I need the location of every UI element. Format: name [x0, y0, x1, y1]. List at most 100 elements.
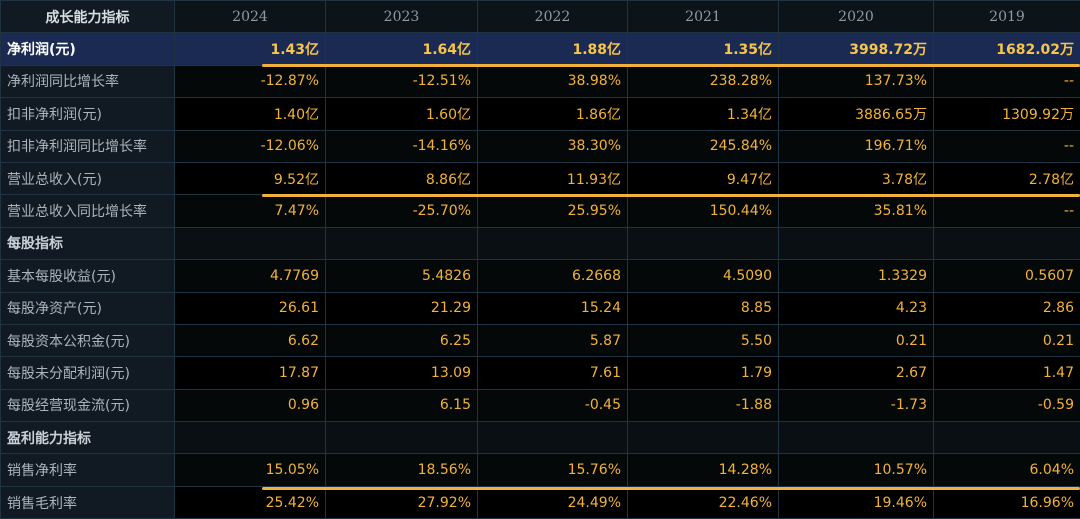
cell-value: 7.47% — [174, 194, 326, 228]
table-row[interactable]: 每股资本公积金(元) 6.62 6.25 5.87 5.50 0.21 0.21 — [0, 323, 1080, 358]
empty-cell — [477, 226, 628, 261]
cell-value: -- — [933, 129, 1080, 163]
year-header[interactable]: 2020 — [778, 0, 934, 34]
row-label: 净利润同比增长率 — [0, 64, 175, 99]
cell-value: 26.61 — [174, 291, 326, 325]
table-row[interactable]: 销售毛利率 25.42% 27.92% 24.49% 22.46% 19.46%… — [0, 485, 1080, 519]
year-header[interactable]: 2024 — [174, 0, 326, 34]
cell-value: -0.59 — [933, 388, 1080, 423]
year-header[interactable]: 2023 — [325, 0, 478, 34]
cell-value: 6.04% — [933, 453, 1080, 487]
cell-value: 1.47 — [933, 356, 1080, 390]
cell-value: -1.73 — [778, 388, 934, 423]
cell-value: 0.21 — [933, 323, 1080, 358]
cell-value: -- — [933, 64, 1080, 99]
table-header-row: 成长能力指标 2024 2023 2022 2021 2020 2019 — [0, 0, 1080, 34]
empty-cell — [627, 421, 779, 455]
table-row[interactable]: 净利润同比增长率 -12.87% -12.51% 38.98% 238.28% … — [0, 64, 1080, 99]
cell-value: 4.7769 — [174, 259, 326, 293]
row-label: 扣非净利润(元) — [0, 97, 175, 131]
cell-value: 8.86亿 — [325, 161, 478, 196]
row-label: 净利润(元) — [0, 32, 175, 66]
cell-value: 22.46% — [627, 485, 779, 519]
highlight-underline — [262, 487, 1080, 490]
table-row[interactable]: 营业总收入同比增长率 7.47% -25.70% 25.95% 150.44% … — [0, 194, 1080, 228]
year-header[interactable]: 2022 — [477, 0, 628, 34]
cell-value: 0.5607 — [933, 259, 1080, 293]
year-header[interactable]: 2021 — [627, 0, 779, 34]
cell-value: 13.09 — [325, 356, 478, 390]
table-row-revenue[interactable]: 营业总收入(元) 9.52亿 8.86亿 11.93亿 9.47亿 3.78亿 … — [0, 161, 1080, 196]
empty-cell — [933, 226, 1080, 261]
cell-value: 8.85 — [627, 291, 779, 325]
cell-value: 0.21 — [778, 323, 934, 358]
cell-value: -1.88 — [627, 388, 779, 423]
cell-value: 1.88亿 — [477, 32, 628, 66]
empty-cell — [933, 421, 1080, 455]
table-row-net-profit[interactable]: 净利润(元) 1.43亿 1.64亿 1.88亿 1.35亿 3998.72万 … — [0, 32, 1080, 66]
cell-value: 7.61 — [477, 356, 628, 390]
cell-value: 17.87 — [174, 356, 326, 390]
cell-value: 150.44% — [627, 194, 779, 228]
row-label: 营业总收入(元) — [0, 161, 175, 196]
cell-value: 14.28% — [627, 453, 779, 487]
cell-value: -- — [933, 194, 1080, 228]
empty-cell — [174, 226, 326, 261]
year-header[interactable]: 2019 — [933, 0, 1080, 34]
section-title-growth: 成长能力指标 — [0, 0, 175, 34]
cell-value: 1.64亿 — [325, 32, 478, 66]
cell-value: 19.46% — [778, 485, 934, 519]
row-label: 每股净资产(元) — [0, 291, 175, 325]
cell-value: 21.29 — [325, 291, 478, 325]
cell-value: 5.4826 — [325, 259, 478, 293]
cell-value: 1.40亿 — [174, 97, 326, 131]
row-label: 每股经营现金流(元) — [0, 388, 175, 423]
section-row-per-share: 每股指标 — [0, 226, 1080, 261]
empty-cell — [627, 226, 779, 261]
table-row[interactable]: 扣非净利润同比增长率 -12.06% -14.16% 38.30% 245.84… — [0, 129, 1080, 163]
cell-value: 35.81% — [778, 194, 934, 228]
empty-cell — [477, 421, 628, 455]
table-row[interactable]: 基本每股收益(元) 4.7769 5.4826 6.2668 4.5090 1.… — [0, 259, 1080, 293]
cell-value: 15.76% — [477, 453, 628, 487]
cell-value: 2.86 — [933, 291, 1080, 325]
highlight-underline — [262, 64, 1080, 67]
cell-value: 238.28% — [627, 64, 779, 99]
cell-value: -14.16% — [325, 129, 478, 163]
cell-value: 38.98% — [477, 64, 628, 99]
row-label: 销售净利率 — [0, 453, 175, 487]
cell-value: 38.30% — [477, 129, 628, 163]
row-label: 每股资本公积金(元) — [0, 323, 175, 358]
cell-value: -25.70% — [325, 194, 478, 228]
cell-value: 6.15 — [325, 388, 478, 423]
cell-value: 15.05% — [174, 453, 326, 487]
cell-value: 1.60亿 — [325, 97, 478, 131]
empty-cell — [778, 226, 934, 261]
cell-value: 24.49% — [477, 485, 628, 519]
cell-value: 3.78亿 — [778, 161, 934, 196]
table-row[interactable]: 扣非净利润(元) 1.40亿 1.60亿 1.86亿 1.34亿 3886.65… — [0, 97, 1080, 131]
cell-value: 6.62 — [174, 323, 326, 358]
table-row[interactable]: 每股经营现金流(元) 0.96 6.15 -0.45 -1.88 -1.73 -… — [0, 388, 1080, 423]
cell-value: -12.06% — [174, 129, 326, 163]
cell-value: 2.78亿 — [933, 161, 1080, 196]
empty-cell — [325, 226, 478, 261]
row-label: 扣非净利润同比增长率 — [0, 129, 175, 163]
cell-value: 1.86亿 — [477, 97, 628, 131]
table-row-net-margin[interactable]: 销售净利率 15.05% 18.56% 15.76% 14.28% 10.57%… — [0, 453, 1080, 487]
cell-value: 6.2668 — [477, 259, 628, 293]
cell-value: 1682.02万 — [933, 32, 1080, 66]
table-row[interactable]: 每股净资产(元) 26.61 21.29 15.24 8.85 4.23 2.8… — [0, 291, 1080, 325]
cell-value: -12.87% — [174, 64, 326, 99]
section-title: 每股指标 — [0, 226, 175, 261]
cell-value: 9.47亿 — [627, 161, 779, 196]
table-row[interactable]: 每股未分配利润(元) 17.87 13.09 7.61 1.79 2.67 1.… — [0, 356, 1080, 390]
cell-value: 9.52亿 — [174, 161, 326, 196]
section-title: 盈利能力指标 — [0, 421, 175, 455]
cell-value: 1.43亿 — [174, 32, 326, 66]
cell-value: 25.42% — [174, 485, 326, 519]
cell-value: 2.67 — [778, 356, 934, 390]
cell-value: 27.92% — [325, 485, 478, 519]
row-label: 营业总收入同比增长率 — [0, 194, 175, 228]
